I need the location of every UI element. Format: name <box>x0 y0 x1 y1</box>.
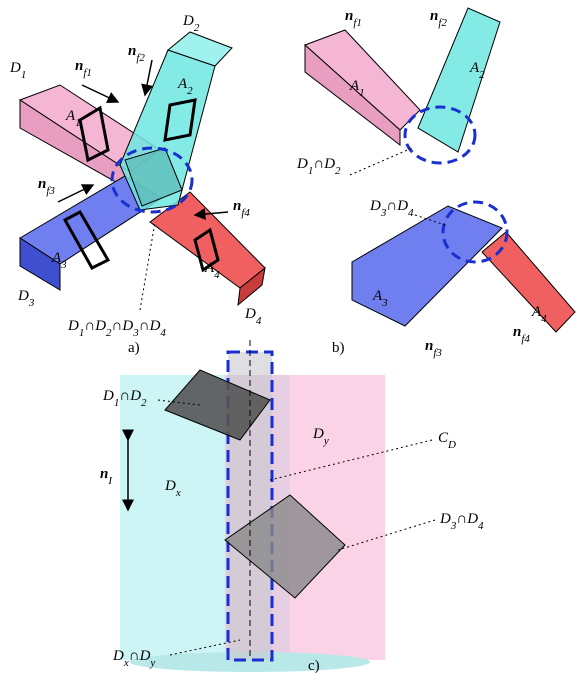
label-sub: y <box>323 435 329 447</box>
label-part: D <box>149 318 161 334</box>
figure: a)b)c)D1D2nf1nf2A2A1nf3nf4A3A4D3D4D1∩D2∩… <box>0 0 582 682</box>
prism-b4 <box>482 232 575 332</box>
label-part: D <box>112 648 124 664</box>
label: CD <box>438 430 456 451</box>
label-sub: f4 <box>241 207 250 219</box>
label-sub: f1 <box>353 17 362 29</box>
pointer <box>350 148 412 175</box>
pointer <box>140 222 155 310</box>
label-part: D <box>139 648 151 664</box>
label: nf4 <box>233 198 250 219</box>
label-part: n <box>38 176 46 192</box>
label-part: ∩ <box>84 318 95 334</box>
label-sub: f2 <box>438 17 447 29</box>
label-part: n <box>100 466 108 482</box>
label-sub: 2 <box>187 85 193 97</box>
label: nf3 <box>38 176 55 197</box>
label-sub: 2 <box>141 397 147 409</box>
label: nf4 <box>513 324 530 345</box>
label-sub: 2 <box>335 165 341 177</box>
label-sub: f3 <box>433 347 442 359</box>
label-part: D <box>94 318 106 334</box>
label-part: n <box>430 8 438 24</box>
arrow <box>82 85 118 102</box>
label: D3∩D4 <box>369 198 414 219</box>
label-sub: 3 <box>60 259 67 271</box>
panel-b <box>305 8 575 332</box>
label-part: n <box>233 198 241 214</box>
label-sub: f1 <box>83 67 92 79</box>
label: D1 <box>9 60 26 81</box>
label-part: D <box>244 306 256 322</box>
label-part: D <box>296 156 308 172</box>
label-part: D <box>67 318 79 334</box>
label-sub: f3 <box>46 185 55 197</box>
label: nf1 <box>75 58 92 79</box>
label: nf2 <box>128 43 145 64</box>
panel-a <box>20 32 265 310</box>
label: nf1 <box>345 8 362 29</box>
label-sub: 3 <box>381 297 388 309</box>
label: D3 <box>17 288 35 309</box>
label-sub: x <box>175 487 181 499</box>
caption: b) <box>332 340 345 356</box>
label-sub: 1 <box>75 117 81 129</box>
label-part: n <box>513 324 521 340</box>
label-part: n <box>345 8 353 24</box>
label-sub: 2 <box>194 22 200 34</box>
label-sub: 4 <box>160 327 166 339</box>
label-part: D <box>9 60 21 76</box>
prism-b2 <box>418 8 500 152</box>
label-sub: 4 <box>214 269 220 281</box>
label-sub: 4 <box>478 520 484 532</box>
label: D2 <box>182 13 200 34</box>
label-part: n <box>425 338 433 354</box>
caption: a) <box>128 340 140 356</box>
label-sub: 4 <box>541 313 547 325</box>
label-part: ∩ <box>456 511 467 527</box>
label-part: D <box>164 478 176 494</box>
label: D1∩D2∩D3∩D4 <box>67 318 166 339</box>
label: nf3 <box>425 338 442 359</box>
label-sub: 4 <box>256 315 262 327</box>
label-part: n <box>128 43 136 59</box>
label-part: D <box>312 426 324 442</box>
label-part: D <box>102 388 114 404</box>
panel-c <box>120 340 435 672</box>
label-part: ∩ <box>139 318 150 334</box>
label-part: ∩ <box>129 648 140 664</box>
label-part: D <box>182 13 194 29</box>
label-sub: 3 <box>28 297 35 309</box>
caption: c) <box>308 658 320 674</box>
label-part: D <box>323 156 335 172</box>
label: nI <box>100 466 113 487</box>
label-sub: f4 <box>521 333 530 345</box>
label-part: n <box>75 58 83 74</box>
label-sub: I <box>107 475 113 487</box>
label-part: ∩ <box>313 156 324 172</box>
label-part: D <box>466 511 478 527</box>
label: D4 <box>244 306 262 327</box>
label-sub: y <box>149 657 155 669</box>
label-sub: 1 <box>21 69 27 81</box>
label-part: D <box>121 318 133 334</box>
label-sub: 2 <box>479 69 485 81</box>
label-part: D <box>17 288 29 304</box>
label: nf2 <box>430 8 447 29</box>
label-sub: 1 <box>359 87 365 99</box>
label-part: D <box>369 198 381 214</box>
label-sub: D <box>447 439 456 451</box>
label-part: D <box>396 198 408 214</box>
label: D1∩D2 <box>296 156 341 177</box>
label-part: D <box>129 388 141 404</box>
label-part: ∩ <box>112 318 123 334</box>
label: D3∩D4 <box>439 511 484 532</box>
label-part: D <box>439 511 451 527</box>
label-part: ∩ <box>119 388 130 404</box>
label-part: ∩ <box>386 198 397 214</box>
label-sub: f2 <box>136 52 145 64</box>
prism-b3 <box>352 206 502 326</box>
label-sub: 4 <box>408 207 414 219</box>
